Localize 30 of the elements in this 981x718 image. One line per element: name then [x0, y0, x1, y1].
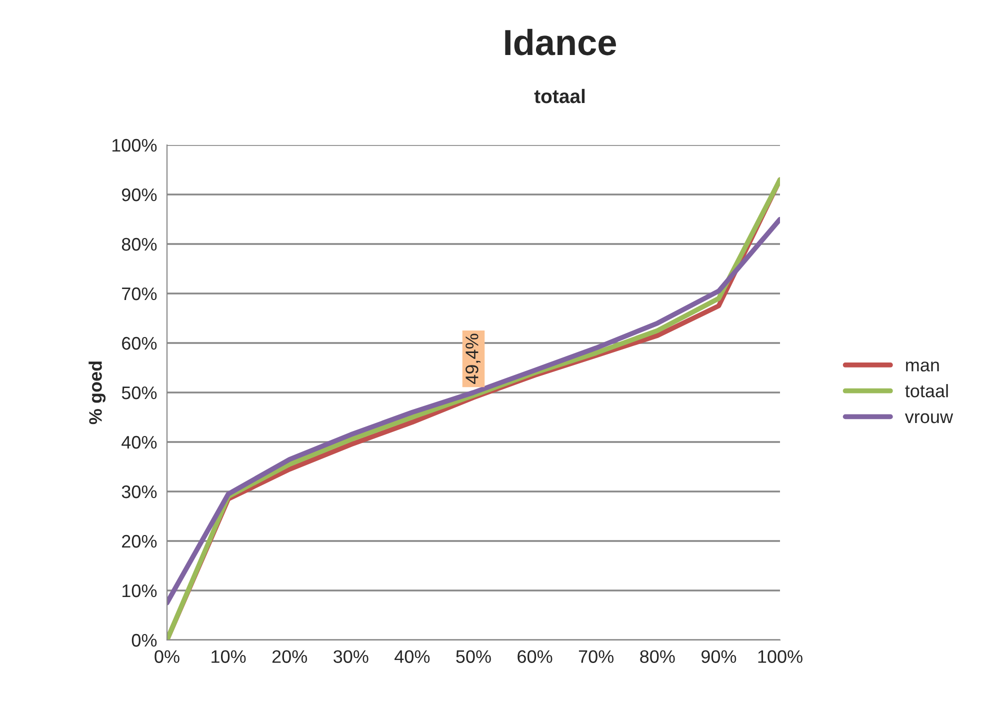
- x-tick-label: 20%: [272, 650, 308, 663]
- y-tick-label: 60%: [122, 336, 157, 350]
- x-tick-label: 10%: [212, 650, 246, 663]
- x-tick-label: 80%: [640, 650, 675, 663]
- x-tick-label: 50%: [456, 650, 491, 663]
- y-tick-label: 80%: [122, 238, 157, 251]
- x-tick-label: 90%: [701, 650, 736, 663]
- y-tick-label: 10%: [122, 584, 157, 598]
- chart-subtitle: totaal: [534, 88, 585, 104]
- x-tick-label: 60%: [518, 650, 552, 663]
- legend-label: vrouw: [904, 413, 954, 424]
- y-tick-label: 40%: [122, 436, 157, 449]
- x-tick-label: 100%: [758, 650, 802, 663]
- x-tick-label: 30%: [334, 650, 368, 663]
- legend-label: totaal: [905, 384, 948, 398]
- y-tick-label: 50%: [122, 386, 157, 400]
- y-tick-label: 90%: [122, 188, 157, 202]
- y-tick-label: 20%: [122, 534, 157, 548]
- x-tick-label: 70%: [578, 650, 614, 663]
- y-tick-label: 100%: [112, 138, 157, 152]
- y-tick-label: 0%: [132, 634, 157, 647]
- legend-label: man: [906, 362, 939, 372]
- y-tick-label: 70%: [122, 287, 157, 300]
- x-tick-label: 40%: [394, 650, 430, 663]
- y-tick-label: 30%: [122, 485, 157, 498]
- chart-title: Idance: [505, 28, 616, 56]
- y-axis-title: % goed: [88, 362, 106, 424]
- x-tick-label: 0%: [154, 650, 180, 663]
- line-series: [167, 216, 780, 606]
- data-label: 49,4%: [466, 334, 480, 384]
